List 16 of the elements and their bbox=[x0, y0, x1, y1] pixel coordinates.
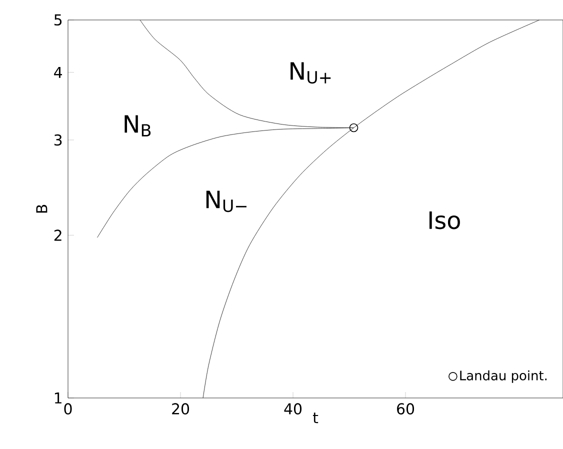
x-tick-label: 0 bbox=[64, 403, 72, 414]
x-axis-title: t bbox=[312, 412, 318, 424]
annotation: N$_{U+}$ bbox=[290, 62, 331, 84]
annotation: N$_{B}$ bbox=[124, 115, 151, 136]
x-tick-label: 40 bbox=[284, 403, 302, 414]
y-tick-label: 2 bbox=[54, 230, 62, 241]
x-tick-label: 20 bbox=[172, 403, 190, 414]
y-axis-title: B bbox=[36, 204, 48, 213]
y-tick-label: 3 bbox=[54, 134, 62, 146]
annotation: Iso bbox=[429, 211, 460, 230]
x-tick-label: 60 bbox=[397, 403, 414, 414]
annotation: N$_{U−}$ bbox=[206, 190, 246, 212]
y-tick-label: 4 bbox=[54, 66, 62, 78]
y-tick-label: 5 bbox=[54, 14, 62, 26]
legend-label: Landau point. bbox=[460, 370, 547, 383]
y-tick-label: 1 bbox=[54, 392, 62, 404]
